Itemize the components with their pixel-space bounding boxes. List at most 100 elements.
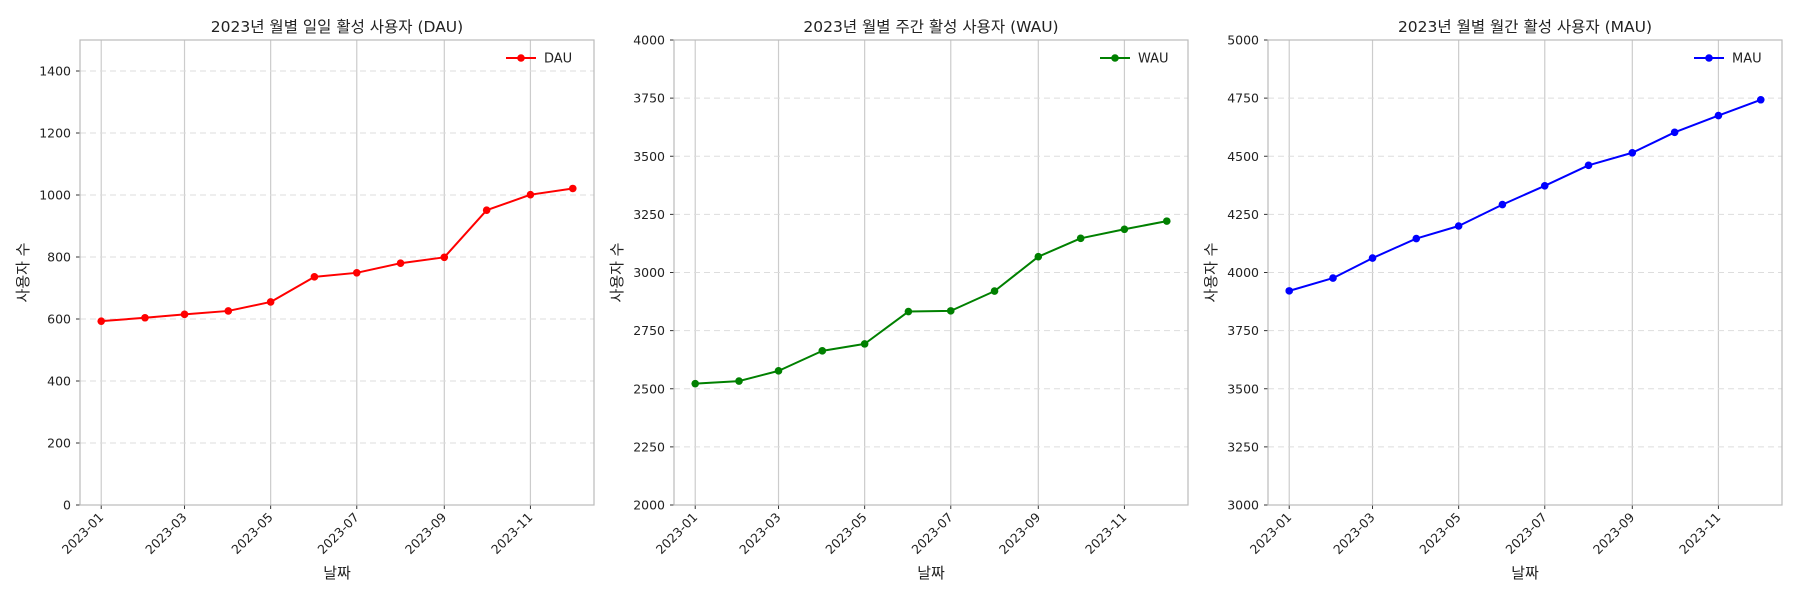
chart-3-y-tick-label: 3750 — [1227, 323, 1259, 338]
chart-2-y-tick-label: 3750 — [633, 91, 665, 106]
chart-1-data-point — [224, 307, 233, 315]
chart-2-y-tick-label: 2250 — [633, 439, 665, 454]
chart-1-y-tick-label: 200 — [47, 436, 71, 451]
chart-3-y-tick-label: 4000 — [1227, 265, 1259, 280]
chart-1-axes-frame — [79, 39, 595, 506]
chart-3-data-point — [1714, 111, 1723, 120]
chart-3-data-point — [1756, 95, 1765, 104]
chart-3-y-tick-label: 5000 — [1227, 33, 1259, 48]
chart-2-series-line — [695, 220, 1167, 385]
chart-2-y-tick-label: 3500 — [633, 149, 665, 164]
chart-3-x-tick-label: 2023-09 — [1590, 509, 1638, 557]
chart-1-data-point — [396, 259, 405, 268]
chart-2-x-tick-label: 2023-01 — [653, 510, 701, 558]
chart-3-x-axis-label: 날짜 — [1511, 564, 1539, 582]
chart-1-y-tick-label: 0 — [63, 498, 71, 513]
chart-2-y-axis-label: 사용자 수 — [608, 243, 626, 303]
chart-2-x-tick-label: 2023-09 — [996, 509, 1044, 557]
chart-2-data-point — [946, 307, 955, 315]
chart-2-x-tick-label: 2023-11 — [1082, 510, 1130, 558]
chart-2-y-tick-label: 3250 — [633, 207, 665, 222]
chart-3-data-point — [1368, 254, 1377, 262]
chart-2-axes-frame — [673, 39, 1189, 506]
chart-3-x-tick-label: 2023-07 — [1502, 510, 1550, 558]
chart-1-series-line — [101, 187, 573, 323]
chart-3-x-tick-label: 2023-05 — [1416, 510, 1464, 558]
chart-1-data-point — [568, 184, 577, 193]
chart-3-data-point — [1540, 181, 1549, 190]
chart-3-y-tick-label: 3500 — [1227, 381, 1259, 396]
chart-2-data-point — [990, 287, 999, 295]
chart-3-data-point — [1498, 200, 1507, 209]
chart-2-y-tick-label: 2000 — [633, 498, 665, 513]
chart-1-x-tick-label: 2023-09 — [402, 509, 450, 557]
chart-2-data-point — [1120, 225, 1129, 234]
chart-1-plot-area — [80, 40, 594, 505]
chart-1-x-tick-label: 2023-11 — [488, 510, 536, 558]
chart-1-y-axis-label: 사용자 수 — [14, 243, 32, 303]
chart-1-y-tick-label: 600 — [47, 312, 71, 327]
chart-2-plot-area — [674, 40, 1188, 505]
chart-2-data-point — [1162, 217, 1171, 225]
chart-2-x-axis-label: 날짜 — [917, 564, 945, 582]
chart-3-x-tick-label: 2023-01 — [1247, 510, 1295, 558]
chart-2-data-point — [1034, 252, 1043, 261]
chart-2-legend-marker — [1111, 54, 1119, 62]
chart-1-data-point — [180, 310, 189, 319]
chart-1-data-point — [310, 273, 319, 281]
chart-2-data-point — [774, 367, 783, 375]
chart-3-data-point — [1329, 274, 1337, 282]
chart-1-y-tick-label: 800 — [47, 250, 71, 265]
chart-3: 2023-01 2023-03 2023-05 2023-07 2023-09 2023-… — [1202, 18, 1783, 582]
chart-1-y-tick-label: 1400 — [39, 64, 71, 79]
chart-3-data-point — [1584, 161, 1593, 170]
chart-2-data-point — [691, 379, 700, 388]
chart-2-data-point — [818, 347, 827, 355]
chart-3-legend-marker — [1705, 54, 1713, 62]
chart-1-y-tick-label: 400 — [47, 374, 71, 389]
chart-2-x-tick-label: 2023-05 — [822, 510, 870, 558]
chart-2: 2023-01 2023-03 2023-05 2023-07 2023-09 2023-… — [608, 18, 1189, 582]
chart-3-y-tick-label: 3000 — [1227, 498, 1259, 513]
chart-3-y-axis-label: 사용자 수 — [1202, 243, 1220, 303]
chart-3-data-point — [1412, 234, 1421, 243]
chart-3-data-point — [1454, 222, 1463, 230]
chart-2-data-point — [860, 340, 869, 348]
chart-3-legend-label: MAU — [1732, 52, 1762, 67]
chart-3-y-tick-label: 3250 — [1227, 439, 1259, 454]
chart-1-data-point — [266, 298, 275, 306]
chart-1-y-tick-label: 1200 — [39, 126, 71, 141]
chart-3-data-point — [1285, 287, 1294, 295]
chart-3-y-tick-label: 4500 — [1227, 149, 1259, 164]
chart-3-y-tick-label: 4250 — [1227, 207, 1259, 222]
chart-3-y-tick-label: 4750 — [1227, 91, 1259, 106]
chart-1-x-axis-label: 날짜 — [323, 564, 351, 582]
chart-1-legend-label: DAU — [544, 52, 572, 67]
chart-1-legend-marker — [517, 54, 525, 62]
chart-1-data-point — [482, 206, 491, 214]
chart-2-data-point — [1076, 234, 1085, 243]
chart-1-x-tick-label: 2023-01 — [59, 510, 107, 558]
chart-1-y-tick-label: 1000 — [39, 188, 71, 203]
chart-2-x-tick-label: 2023-07 — [908, 510, 956, 558]
chart-1-data-point — [440, 253, 449, 262]
chart-2-y-tick-label: 2500 — [633, 381, 665, 396]
chart-1-title: 2023년 월별 일일 활성 사용자 (DAU) — [211, 18, 463, 36]
chart-3-data-point — [1670, 128, 1679, 137]
chart-2-y-tick-label: 3000 — [633, 265, 665, 280]
chart-1-data-point — [526, 190, 535, 199]
chart-1-x-tick-label: 2023-03 — [142, 510, 190, 558]
chart-1-data-point — [97, 317, 106, 325]
chart-2-y-tick-label: 2750 — [633, 323, 665, 338]
chart-3-x-tick-label: 2023-11 — [1676, 510, 1724, 558]
chart-3-axes-frame — [1267, 39, 1783, 506]
chart-3-data-point — [1628, 148, 1637, 157]
chart-3-series-line — [1288, 98, 1762, 292]
chart-2-x-tick-label: 2023-03 — [736, 510, 784, 558]
chart-2-legend-label: WAU — [1138, 52, 1169, 67]
chart-2-data-point — [735, 377, 743, 385]
chart-1: 2023-01 2023-03 2023-05 2023-07 2023-09 2023-… — [14, 18, 595, 582]
chart-1-x-tick-label: 2023-05 — [228, 510, 276, 558]
chart-1-x-tick-label: 2023-07 — [314, 510, 362, 558]
